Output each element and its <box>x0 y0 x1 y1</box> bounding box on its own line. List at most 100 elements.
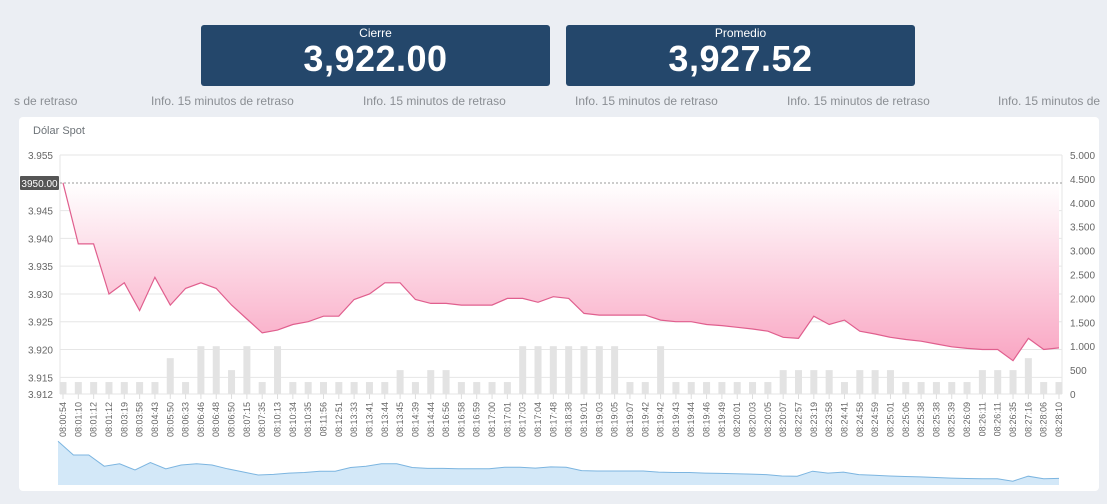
chart-title: Dólar Spot <box>33 125 85 137</box>
svg-text:08:13:41: 08:13:41 <box>364 402 374 437</box>
svg-text:08:10:13: 08:10:13 <box>273 402 283 437</box>
svg-text:08:26:35: 08:26:35 <box>1008 402 1018 437</box>
svg-text:08:03:19: 08:03:19 <box>119 402 129 437</box>
price-area <box>63 182 1059 361</box>
x-axis-labels: 08:00:54 08:01:10 08:01:12 08:01:12 08:03:19… <box>58 394 1064 437</box>
svg-text:08:13:45: 08:13:45 <box>395 402 405 437</box>
price-line <box>62 182 1060 362</box>
svg-text:08:28:10: 08:28:10 <box>1054 402 1064 437</box>
svg-text:08:22:57: 08:22:57 <box>794 402 804 437</box>
svg-text:3.945: 3.945 <box>28 207 53 218</box>
svg-text:1.000: 1.000 <box>1070 342 1095 353</box>
svg-text:08:19:46: 08:19:46 <box>702 402 712 437</box>
navigator[interactable] <box>57 440 1060 485</box>
cierre-label: Cierre <box>359 26 392 40</box>
svg-text:08:19:01: 08:19:01 <box>579 402 589 437</box>
svg-text:08:20:07: 08:20:07 <box>778 402 788 437</box>
svg-text:08:25:01: 08:25:01 <box>885 402 895 437</box>
svg-text:2.500: 2.500 <box>1070 271 1095 282</box>
svg-text:08:14:39: 08:14:39 <box>410 402 420 437</box>
svg-text:08:06:48: 08:06:48 <box>211 402 221 437</box>
ticker-item: Info. 15 minutos de retraso <box>575 94 718 108</box>
svg-text:08:06:50: 08:06:50 <box>227 402 237 437</box>
svg-text:3950.00: 3950.00 <box>21 179 58 190</box>
svg-text:08:10:35: 08:10:35 <box>303 402 313 437</box>
svg-text:08:19:43: 08:19:43 <box>671 402 681 437</box>
svg-text:08:16:59: 08:16:59 <box>472 402 482 437</box>
volume-bars <box>59 346 1063 394</box>
svg-text:08:25:38: 08:25:38 <box>931 402 941 437</box>
svg-text:2.000: 2.000 <box>1070 294 1095 305</box>
ticker-item: s de retraso <box>14 94 78 108</box>
svg-text:08:19:44: 08:19:44 <box>686 402 696 437</box>
svg-text:08:17:01: 08:17:01 <box>502 402 512 437</box>
svg-text:08:17:04: 08:17:04 <box>533 402 543 437</box>
svg-text:08:01:12: 08:01:12 <box>104 402 114 437</box>
svg-text:08:11:56: 08:11:56 <box>318 402 328 436</box>
svg-text:08:17:48: 08:17:48 <box>548 402 558 437</box>
svg-text:08:17:03: 08:17:03 <box>518 402 528 437</box>
ticker-item: Info. 15 minutos de <box>998 94 1101 108</box>
svg-text:08:16:56: 08:16:56 <box>441 402 451 437</box>
svg-text:08:19:49: 08:19:49 <box>717 402 727 437</box>
svg-text:3.000: 3.000 <box>1070 247 1095 258</box>
navigator-area <box>58 441 1059 485</box>
svg-text:08:24:41: 08:24:41 <box>839 402 849 437</box>
svg-text:08:24:59: 08:24:59 <box>870 402 880 437</box>
svg-text:08:25:39: 08:25:39 <box>947 402 957 437</box>
svg-text:08:07:35: 08:07:35 <box>257 402 267 437</box>
svg-text:0: 0 <box>1070 390 1076 401</box>
svg-text:3.940: 3.940 <box>28 234 53 245</box>
svg-text:3.935: 3.935 <box>28 262 53 273</box>
svg-text:08:19:07: 08:19:07 <box>625 402 635 437</box>
svg-text:08:05:50: 08:05:50 <box>165 402 175 437</box>
svg-text:08:25:38: 08:25:38 <box>916 402 926 437</box>
ticker-item: Info. 15 minutos de retraso <box>151 94 294 108</box>
svg-text:500: 500 <box>1070 366 1087 377</box>
svg-text:08:20:05: 08:20:05 <box>763 402 773 437</box>
svg-text:08:07:15: 08:07:15 <box>242 402 252 437</box>
svg-text:3.955: 3.955 <box>28 151 53 162</box>
y-axis-right: 5.000 4.500 4.000 3.500 3.000 2.500 2.000 1.500… <box>1070 151 1095 401</box>
y-axis-left: 3.955 3.945 3.940 3.935 3.930 3.925 3.920 3.915… <box>28 151 53 401</box>
svg-text:08:26:11: 08:26:11 <box>993 402 1003 436</box>
svg-text:3.915: 3.915 <box>28 373 53 384</box>
svg-text:08:27:16: 08:27:16 <box>1023 402 1033 437</box>
delay-ticker: s de retraso Info. 15 minutos de retraso… <box>0 94 1107 110</box>
svg-text:08:19:42: 08:19:42 <box>656 402 666 437</box>
svg-text:08:23:19: 08:23:19 <box>809 402 819 437</box>
svg-text:08:19:03: 08:19:03 <box>594 402 604 437</box>
promedio-card: Promedio 3,927.52 <box>566 25 915 86</box>
ticker-item: Info. 15 minutos de retraso <box>363 94 506 108</box>
svg-text:08:19:42: 08:19:42 <box>640 402 650 437</box>
current-marker: 3950.00 <box>20 176 59 190</box>
svg-text:08:18:38: 08:18:38 <box>564 402 574 437</box>
promedio-value: 3,927.52 <box>668 38 813 79</box>
svg-text:08:28:06: 08:28:06 <box>1039 402 1049 437</box>
svg-text:08:12:51: 08:12:51 <box>334 402 344 437</box>
svg-text:08:20:03: 08:20:03 <box>748 402 758 437</box>
navigator-line <box>57 440 1060 482</box>
svg-text:3.500: 3.500 <box>1070 223 1095 234</box>
svg-text:08:14:44: 08:14:44 <box>426 402 436 437</box>
svg-text:5.000: 5.000 <box>1070 151 1095 162</box>
svg-text:08:10:34: 08:10:34 <box>288 402 298 437</box>
svg-text:4.000: 4.000 <box>1070 199 1095 210</box>
svg-text:3.925: 3.925 <box>28 318 53 329</box>
svg-text:08:13:33: 08:13:33 <box>349 402 359 437</box>
svg-text:08:24:58: 08:24:58 <box>855 402 865 437</box>
svg-text:08:01:10: 08:01:10 <box>73 402 83 437</box>
svg-text:08:06:33: 08:06:33 <box>181 402 191 437</box>
svg-text:08:25:06: 08:25:06 <box>901 402 911 437</box>
svg-text:08:17:00: 08:17:00 <box>487 402 497 437</box>
svg-text:08:06:46: 08:06:46 <box>196 402 206 437</box>
svg-text:4.500: 4.500 <box>1070 175 1095 186</box>
svg-text:08:20:01: 08:20:01 <box>732 402 742 437</box>
svg-text:08:04:43: 08:04:43 <box>150 402 160 437</box>
svg-text:08:03:58: 08:03:58 <box>135 402 145 437</box>
cierre-card: Cierre 3,922.00 <box>201 25 550 86</box>
promedio-label: Promedio <box>714 26 767 40</box>
svg-text:08:01:12: 08:01:12 <box>89 402 99 437</box>
ticker-item: Info. 15 minutos de retraso <box>787 94 930 108</box>
